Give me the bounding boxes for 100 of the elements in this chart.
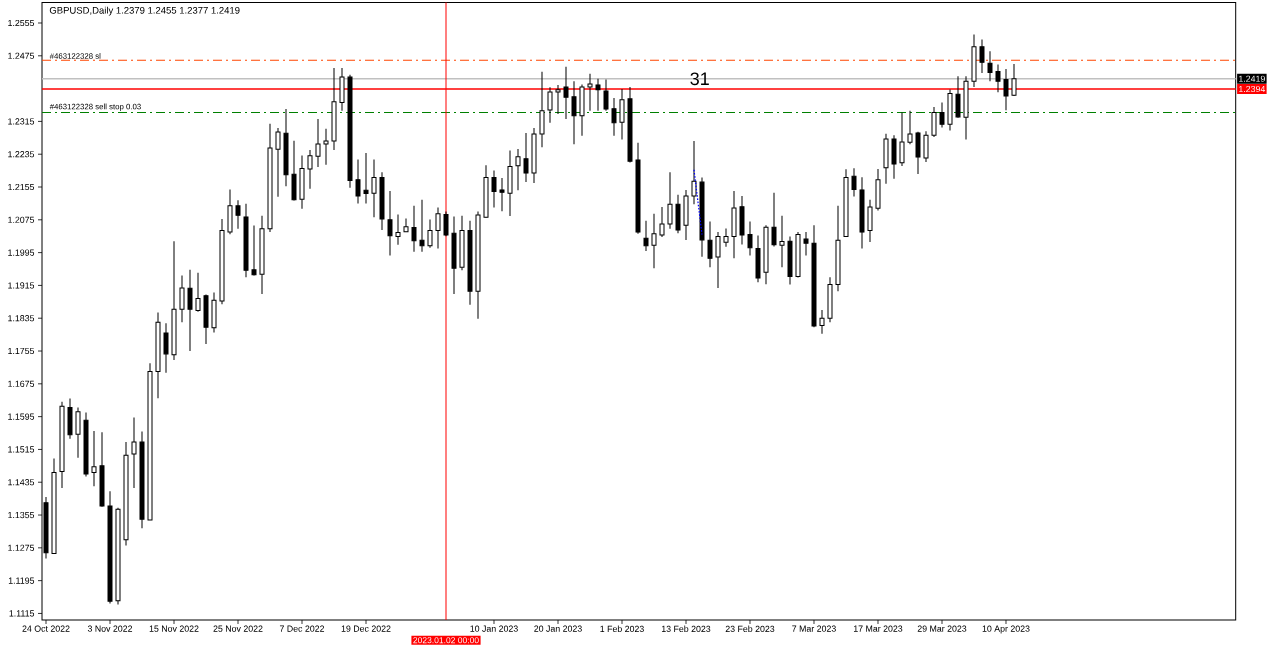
y-tick-label: 1.2475	[8, 52, 35, 59]
candlestick	[427, 218, 433, 249]
x-tick-label: 13 Feb 2023	[661, 625, 711, 632]
candlestick	[907, 110, 913, 145]
x-tick-label: 2023.01.02 00:00	[413, 637, 479, 644]
y-tick-label: 1.1515	[8, 446, 35, 453]
candlestick	[395, 213, 401, 246]
candlestick	[851, 167, 857, 197]
candlestick	[163, 322, 169, 374]
x-tick-label: 20 Jan 2023	[534, 625, 582, 632]
candlestick	[275, 127, 281, 198]
annotation: 31	[690, 72, 709, 86]
candlestick	[371, 159, 377, 218]
candlestick	[411, 205, 417, 253]
candlestick	[195, 272, 201, 313]
candlestick	[715, 231, 721, 289]
candlestick	[419, 199, 425, 253]
x-tick-label: 15 Nov 2022	[149, 625, 199, 632]
candlestick	[995, 63, 1001, 93]
y-tick-label: 1.1915	[8, 282, 35, 289]
candlestick	[979, 38, 985, 74]
candlestick	[987, 50, 993, 82]
candlestick	[571, 80, 577, 145]
candlestick	[923, 130, 929, 163]
candlestick	[235, 199, 241, 230]
candlestick	[723, 227, 729, 248]
x-tick-label: 25 Nov 2022	[213, 625, 263, 632]
candlestick	[1003, 68, 1009, 111]
candlestick	[75, 407, 81, 459]
y-tick-label: 1.2315	[8, 118, 35, 125]
candlestick	[595, 78, 601, 112]
candlestick	[355, 159, 361, 204]
candlestick	[91, 430, 97, 487]
candlestick	[315, 118, 321, 168]
candlestick	[587, 73, 593, 112]
ref-line-label: 1.2419	[1239, 75, 1265, 82]
y-tick-label: 1.1995	[8, 249, 35, 256]
candlestick	[387, 190, 393, 256]
x-tick-label: 1 Feb 2023	[600, 625, 644, 632]
candlestick	[899, 111, 905, 167]
candlestick	[251, 225, 257, 277]
x-tick-label: 7 Dec 2022	[279, 625, 325, 632]
y-tick-label: 1.2555	[8, 19, 35, 27]
candlestick	[555, 84, 561, 115]
x-tick-label: 17 Mar 2023	[853, 625, 903, 632]
candlestick	[867, 199, 873, 243]
x-tick-label: 3 Nov 2022	[87, 625, 133, 632]
y-tick-label: 1.1195	[8, 577, 35, 584]
candlestick	[1011, 63, 1017, 97]
candlestick	[539, 71, 545, 148]
x-tick-label: 10 Jan 2023	[470, 625, 518, 632]
candlestick	[131, 416, 137, 489]
y-tick-label: 1.1595	[8, 413, 35, 420]
candlestick	[643, 220, 649, 252]
candlestick	[771, 192, 777, 247]
y-tick-label: 1.1835	[8, 315, 35, 322]
candlestick	[931, 106, 937, 138]
candlestick	[435, 207, 441, 250]
candlestick	[443, 211, 449, 237]
candlestick	[491, 170, 497, 209]
candlestick	[179, 275, 185, 323]
y-tick-label: 1.1275	[8, 544, 35, 551]
candlestick	[515, 148, 521, 191]
candlestick	[307, 149, 313, 190]
candlestick	[939, 102, 945, 129]
candlestick	[651, 213, 657, 269]
y-tick-label: 1.1755	[8, 347, 35, 355]
candlestick	[563, 66, 569, 120]
candlestick	[659, 206, 665, 238]
candlestick	[547, 86, 553, 124]
candlestick	[187, 269, 193, 352]
candlestick	[707, 220, 713, 268]
chart-title: GBPUSD,Daily 1.2379 1.2455 1.2377 1.2419	[49, 6, 240, 16]
x-tick-label: 23 Feb 2023	[725, 625, 775, 632]
y-tick-label: 1.2155	[8, 183, 35, 191]
candlestick	[611, 97, 617, 137]
candlestick	[955, 75, 961, 119]
candlestick	[499, 177, 505, 212]
y-tick-label: 1.1435	[8, 479, 35, 486]
candlestick	[819, 309, 825, 335]
candlestick	[691, 140, 697, 205]
y-tick-label: 1.2235	[8, 151, 35, 158]
candlestick	[523, 132, 529, 183]
x-tick-label: 10 Apr 2023	[982, 625, 1030, 634]
candlestick	[603, 79, 609, 112]
x-tick-label: 7 Mar 2023	[792, 625, 836, 632]
candlestick	[403, 218, 409, 233]
candlestick	[779, 215, 785, 268]
candlestick	[803, 231, 809, 256]
candlestick	[619, 88, 625, 140]
candlestick	[667, 171, 673, 230]
candlestick	[323, 128, 329, 166]
y-tick-label: 1.1115	[9, 610, 35, 617]
x-tick-label: 29 Mar 2023	[917, 625, 967, 632]
y-tick-label: 1.1675	[8, 380, 35, 387]
x-tick-label: 24 Oct 2022	[22, 625, 70, 632]
candlestick	[747, 220, 753, 256]
ref-line-label: 1.2394	[1239, 85, 1266, 93]
y-tick-label: 1.1355	[8, 511, 35, 519]
x-tick-label: 19 Dec 2022	[341, 625, 391, 632]
